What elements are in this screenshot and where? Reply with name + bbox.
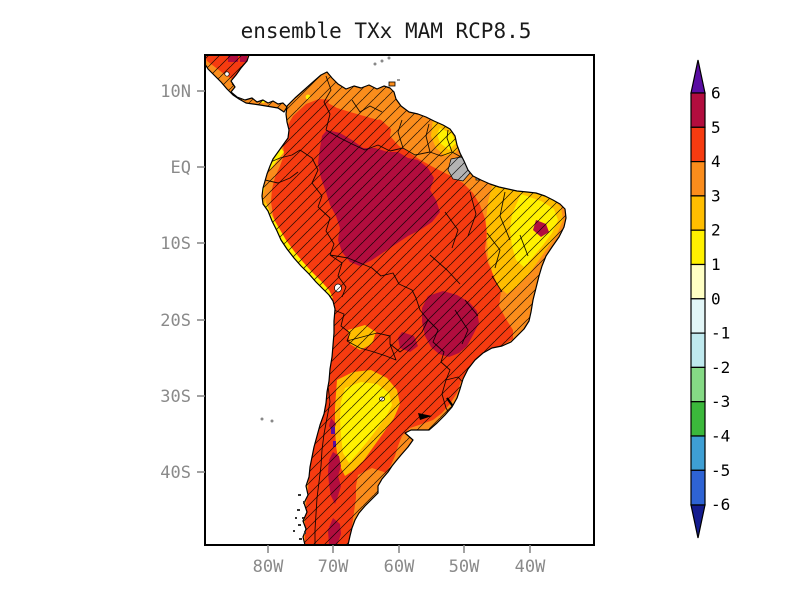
- chile-fjords: [293, 494, 306, 540]
- lat-label-10s: 10S: [160, 234, 191, 254]
- colorbar-segment-2-3: [690, 195, 706, 231]
- south-america-coastline: [261, 71, 567, 546]
- figure-title: ensemble TXx MAM RCP8.5: [241, 19, 532, 43]
- lon-label-70w: 70W: [318, 557, 349, 577]
- colorbar-label-3: 3: [711, 186, 721, 205]
- colorbar-label-4: 4: [711, 152, 721, 171]
- lon-label-40w: 40W: [515, 557, 546, 577]
- lat-label-10n: 10N: [160, 82, 191, 102]
- fjord-speck: [295, 517, 297, 519]
- juan-fernandez-dot2: [270, 419, 274, 423]
- colorbar-label-m2: -2: [711, 358, 730, 377]
- land-fill-layers: [205, 55, 566, 545]
- antilles-dot2: [380, 59, 384, 63]
- lat-label-40s: 40S: [160, 463, 191, 483]
- lat-label-20s: 20S: [160, 311, 191, 331]
- fjord-speck: [304, 531, 306, 534]
- fjord-speck: [297, 509, 300, 511]
- antilles-dot1: [373, 62, 377, 66]
- colorbar-label-1: 1: [711, 255, 721, 274]
- fjord-speck: [302, 517, 304, 519]
- antilles-dot3: [387, 56, 391, 60]
- lon-label-60w: 60W: [384, 557, 415, 577]
- colorbar-segment-1-2: [690, 229, 706, 266]
- colorbar-label-m4: -4: [711, 427, 730, 446]
- latitude-axis: 10N EQ 10S 20S 30S 40S: [160, 82, 205, 483]
- colorbar-segment-m4-m3: [690, 401, 706, 437]
- colorbar-segment-m2-m1: [690, 332, 706, 369]
- colorbar-segment-m3-m2: [690, 366, 706, 403]
- central-america-coastline: [204, 54, 288, 113]
- lat-label-30s: 30S: [160, 387, 191, 407]
- tobago-island: [397, 79, 400, 81]
- colorbar-segment-0-1: [690, 263, 706, 300]
- amazon-mouth-patch1: [472, 168, 478, 173]
- lon-label-50w: 50W: [449, 557, 480, 577]
- colorbar-label-6: 6: [711, 84, 721, 103]
- colorbar-below-triangle: [690, 504, 706, 539]
- colorbar-segment-m1-0: [690, 298, 706, 334]
- colorbar-label-m1: -1: [711, 324, 730, 343]
- colorbar-label-m5: -5: [711, 461, 730, 480]
- fjord-speck: [298, 494, 301, 496]
- colorbar-segment-m6-m5: [690, 469, 706, 506]
- colorbar-above-triangle: [690, 59, 706, 94]
- lat-label-eq: EQ: [171, 158, 191, 178]
- fjord-speck: [299, 538, 302, 540]
- colorbar-label-0: 0: [711, 289, 721, 308]
- trinidad-island: [388, 81, 396, 87]
- longitude-axis: 80W 70W 60W 50W 40W: [253, 545, 546, 577]
- colorbar-segment-m5-m4: [690, 435, 706, 471]
- hatch-overlay: [205, 55, 566, 545]
- colorbar-label-2: 2: [711, 221, 721, 240]
- colorbar-segment-3-4: [690, 161, 706, 197]
- colorbar-label-5: 5: [711, 118, 721, 137]
- colorbar-label-m3: -3: [711, 392, 730, 411]
- colorbar: 6 5 4 3 2 1 0 -1 -2 -3 -4 -5 -6: [690, 59, 730, 539]
- fjord-speck: [293, 530, 295, 532]
- lon-label-80w: 80W: [253, 557, 284, 577]
- juan-fernandez-dot1: [260, 417, 264, 421]
- colorbar-segment-5-6: [690, 92, 706, 128]
- fjord-speck: [298, 524, 301, 526]
- colorbar-label-m6: -6: [711, 495, 730, 514]
- colorbar-segment-4-5: [690, 126, 706, 163]
- small-islands: [260, 56, 400, 423]
- fjord-speck: [303, 501, 305, 504]
